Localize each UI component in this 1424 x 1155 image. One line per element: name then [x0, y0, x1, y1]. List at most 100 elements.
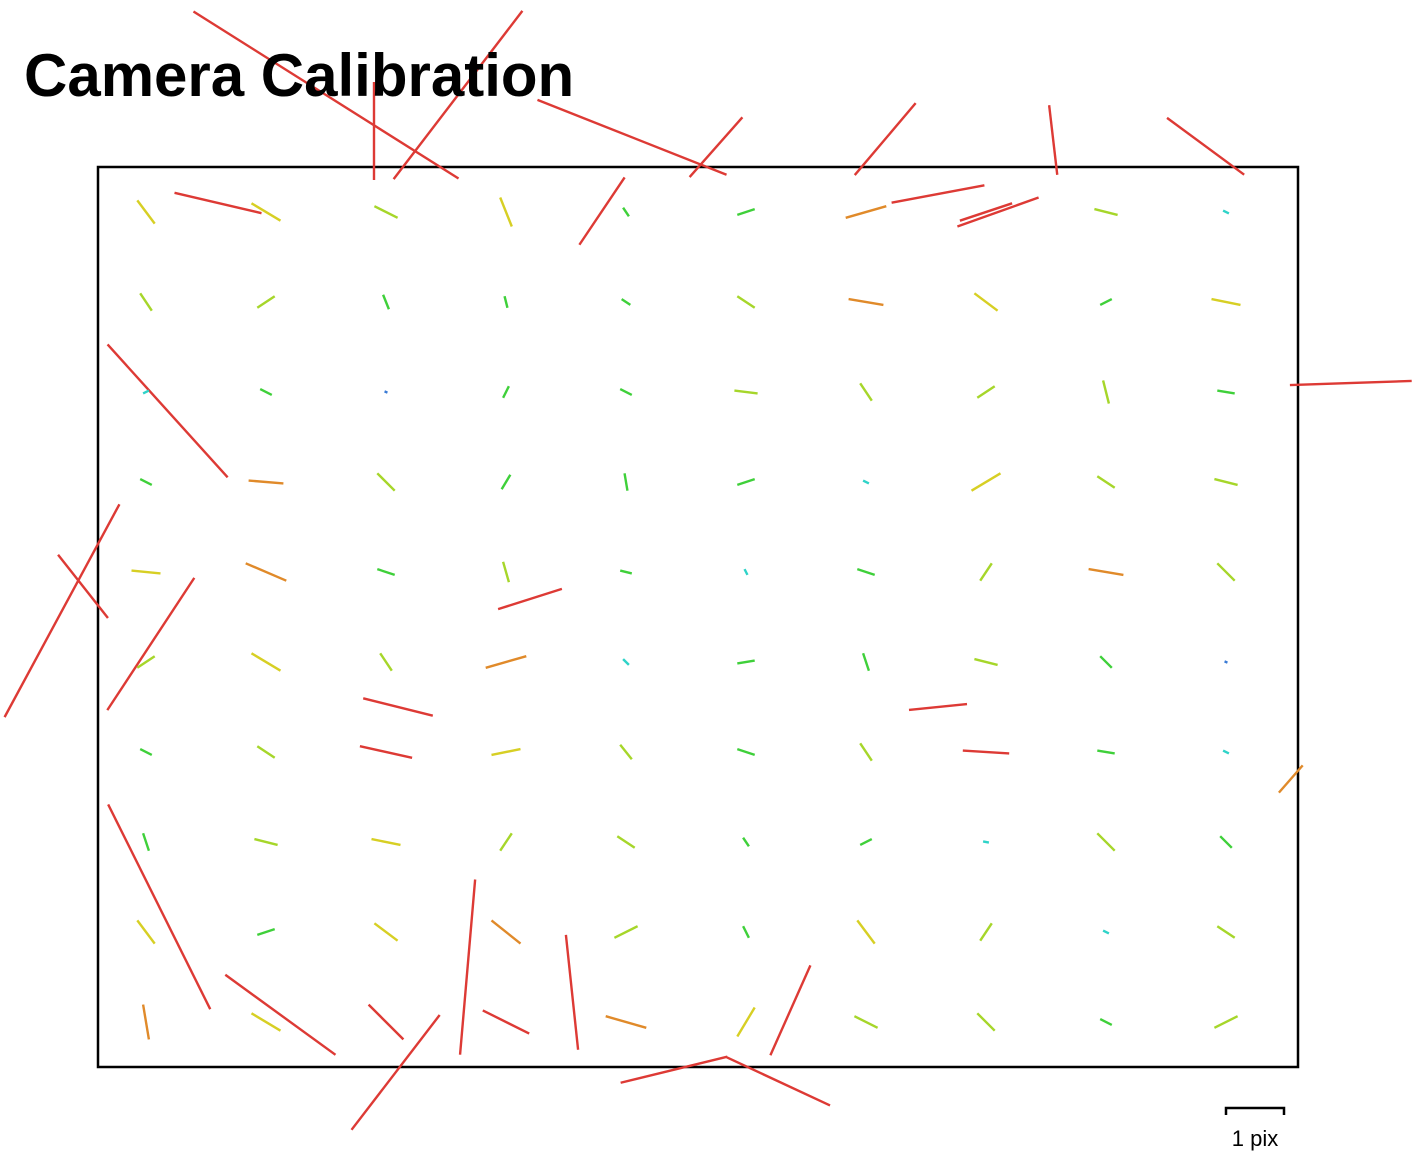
residual-vector	[371, 837, 401, 847]
residual-vector	[482, 1009, 530, 1035]
residual-vector	[970, 472, 1002, 492]
residual-vector	[1222, 209, 1230, 215]
residual-vector	[859, 742, 873, 762]
residual-vector	[856, 919, 876, 945]
residual-vector	[578, 176, 626, 246]
residual-vector	[856, 567, 876, 577]
residual-vector	[956, 196, 1040, 228]
residual-vector	[1289, 379, 1412, 387]
residual-vector	[743, 568, 749, 576]
residual-vector	[3, 503, 121, 718]
residual-vector	[256, 927, 276, 937]
residual-vector	[57, 554, 109, 619]
residual-vector	[376, 472, 396, 492]
residual-vector	[1047, 105, 1059, 175]
residual-vector	[622, 206, 630, 218]
residual-vector	[1096, 475, 1116, 489]
residual-vector	[490, 919, 522, 945]
residual-vector	[362, 697, 434, 717]
residual-vector	[1096, 832, 1116, 852]
residual-vector	[106, 343, 229, 479]
residual-vector	[564, 934, 580, 1050]
residual-vector	[1101, 380, 1111, 404]
residual-vector	[1216, 925, 1236, 939]
residual-vector	[1097, 749, 1115, 755]
residual-vector	[350, 1014, 441, 1131]
residual-vector	[373, 205, 399, 219]
residual-vector	[1099, 655, 1113, 669]
residual-vector	[1088, 567, 1124, 577]
residual-vector	[139, 292, 153, 312]
residual-vector	[379, 652, 393, 672]
scale-bar-label: 1 pix	[1232, 1126, 1278, 1151]
residual-vector	[982, 840, 990, 844]
residual-vector	[853, 102, 917, 176]
residual-vector	[491, 747, 521, 757]
residual-vector	[736, 1006, 756, 1038]
residual-vector	[853, 1015, 879, 1029]
residual-vector	[736, 295, 756, 309]
residual-vector	[973, 292, 999, 312]
residual-vector	[742, 836, 750, 848]
residual-vector	[1217, 389, 1235, 395]
residual-vector	[620, 298, 632, 306]
residual-vector	[619, 569, 633, 575]
residual-vector	[136, 655, 156, 669]
residual-vector	[688, 116, 744, 178]
residual-vector	[1214, 477, 1238, 487]
residual-vector	[359, 745, 413, 759]
residual-vector	[619, 744, 633, 760]
residual-vector	[106, 577, 196, 711]
residual-vector	[503, 295, 509, 309]
residual-vector	[250, 1012, 282, 1032]
residual-vector	[622, 658, 630, 666]
residual-vector	[1219, 835, 1233, 849]
residual-vector	[381, 294, 391, 310]
residual-vector	[1099, 1018, 1113, 1026]
residual-vector	[256, 745, 276, 759]
residual-vector	[248, 479, 284, 485]
residual-vector	[734, 389, 758, 395]
scale-bar: 1 pix	[1224, 1106, 1286, 1151]
residual-vector	[136, 199, 156, 225]
residual-vector	[1213, 1015, 1239, 1029]
residual-vector	[373, 922, 399, 942]
residual-vector	[616, 835, 636, 849]
residual-vector	[458, 879, 477, 1055]
residual-vector	[605, 1015, 647, 1029]
residual-vector	[250, 202, 282, 222]
residual-vector	[1211, 297, 1241, 307]
residual-vector	[254, 837, 278, 847]
residual-vector	[859, 382, 873, 402]
residual-vector	[962, 749, 1010, 755]
residual-vector	[139, 748, 153, 756]
residual-vector	[862, 479, 870, 485]
residual-vector	[1099, 298, 1113, 306]
residual-vector	[736, 207, 756, 217]
residual-vector	[613, 925, 639, 939]
residual-vector	[501, 561, 511, 583]
residual-vector	[848, 297, 884, 307]
vector-layer	[3, 10, 1412, 1131]
residual-vector	[769, 964, 812, 1056]
residual-vector	[1166, 116, 1245, 176]
residual-vector	[224, 973, 337, 1056]
residual-vector	[979, 562, 993, 582]
chart-title: Camera Calibration	[24, 42, 574, 109]
residual-vector	[392, 10, 524, 180]
residual-vector	[979, 922, 993, 942]
residual-vector	[859, 838, 873, 846]
residual-vector	[736, 747, 756, 757]
residual-vector	[861, 652, 871, 672]
residual-vector	[485, 655, 527, 669]
residual-vector	[908, 702, 968, 712]
residual-vector	[174, 191, 262, 215]
residual-vector	[891, 184, 985, 204]
residual-vector	[141, 1004, 151, 1040]
residual-vector	[142, 389, 150, 395]
residual-vector	[619, 388, 633, 396]
residual-vector	[976, 1012, 996, 1032]
residual-vector	[1278, 764, 1304, 794]
residual-vector	[1102, 929, 1110, 935]
residual-vector	[959, 202, 1013, 222]
